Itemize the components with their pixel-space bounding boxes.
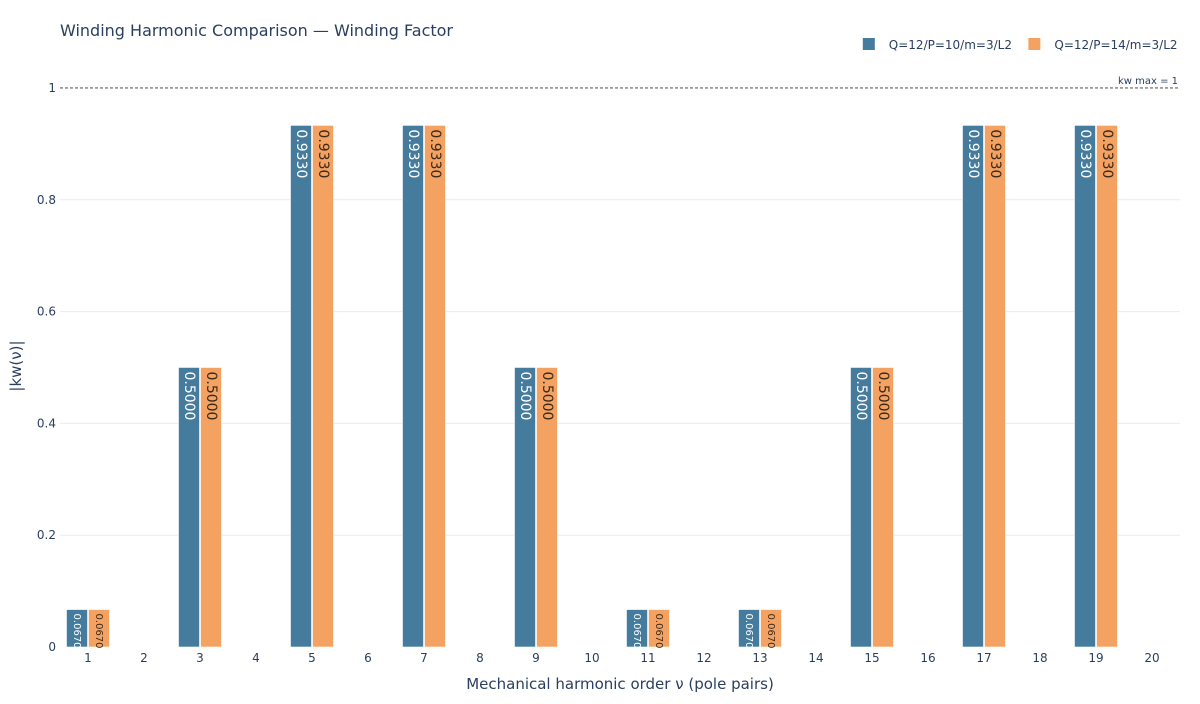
bar: [760, 609, 782, 648]
x-tick-label: 20: [1144, 651, 1159, 665]
bar: [962, 125, 984, 648]
bar-value-label: 0.0670: [653, 614, 664, 649]
y-tick-label: 0.2: [37, 528, 56, 542]
bar: [872, 367, 894, 648]
x-tick-label: 14: [808, 651, 823, 665]
reference-line-label: kw max = 1: [1118, 76, 1178, 87]
bar-value-label: 0.9330: [315, 129, 331, 178]
bar-value-label: 0.5000: [181, 371, 197, 420]
bar: [1096, 125, 1118, 648]
bar-value-label: 0.9330: [427, 129, 443, 178]
bar-value-label: 0.9330: [1077, 129, 1093, 178]
x-tick-label: 17: [976, 651, 991, 665]
x-tick-label: 2: [140, 651, 148, 665]
x-tick-label: 8: [476, 651, 484, 665]
x-tick-labels: 1 2 3 4 5 6 7 8 9 10 11 12 13 14 15 16 17 18 19 20: [84, 651, 1159, 665]
bar: [290, 125, 312, 648]
bar: [424, 125, 446, 648]
x-tick-label: 11: [640, 651, 655, 665]
grid-lines: [60, 199, 1180, 536]
x-tick-label: 5: [308, 651, 316, 665]
x-tick-label: 6: [364, 651, 372, 665]
x-tick-label: 1: [84, 651, 92, 665]
bar-value-label: 0.9330: [987, 129, 1003, 178]
bars: [66, 125, 1118, 648]
bar: [738, 609, 760, 648]
bar-value-label: 0.5000: [539, 371, 555, 420]
bar-value-label: 0.5000: [875, 371, 891, 420]
legend-label[interactable]: Q=12/P=14/m=3/L2: [1054, 38, 1177, 52]
x-tick-label: 19: [1088, 651, 1103, 665]
x-axis-label: Mechanical harmonic order ν (pole pairs): [466, 675, 774, 693]
bar: [626, 609, 648, 648]
bar: [514, 367, 536, 648]
chart-title: Winding Harmonic Comparison — Winding Fa…: [60, 21, 453, 40]
x-tick-label: 12: [696, 651, 711, 665]
bar: [312, 125, 334, 648]
bar-value-label: 0.5000: [517, 371, 533, 420]
legend-label[interactable]: Q=12/P=10/m=3/L2: [889, 38, 1012, 52]
bar: [648, 609, 670, 648]
bar: [984, 125, 1006, 648]
bar-value-label: 0.9330: [965, 129, 981, 178]
y-tick-label: 0.6: [37, 305, 56, 319]
bar: [402, 125, 424, 648]
x-tick-label: 16: [920, 651, 935, 665]
reference-line: kw max = 1: [60, 76, 1180, 89]
bar-value-label: 0.9330: [1099, 129, 1115, 178]
bar-value-label: 0.0670: [631, 614, 642, 649]
legend-swatch[interactable]: [862, 38, 875, 50]
y-tick-label: 0: [48, 640, 56, 654]
bar-value-label: 0.0670: [743, 614, 754, 649]
x-tick-label: 10: [584, 651, 599, 665]
bar-value-label: 0.5000: [203, 371, 219, 420]
bar: [178, 367, 200, 648]
bar: [66, 609, 88, 648]
y-tick-label: 0.4: [37, 416, 56, 430]
bar-value-label: 0.5000: [853, 371, 869, 420]
bar: [88, 609, 110, 648]
bar: [536, 367, 558, 648]
y-axis-label: |kw(ν)|: [7, 340, 25, 391]
bar: [200, 367, 222, 648]
x-tick-label: 7: [420, 651, 428, 665]
bar-labels: 0.0670 0.5000 0.9330 0.9330 0.5000 0.0670 0.06…: [71, 129, 1115, 648]
y-tick-label: 1: [48, 81, 56, 95]
legend[interactable]: Q=12/P=10/m=3/L2 Q=12/P=14/m=3/L2: [862, 38, 1178, 52]
bar: [1074, 125, 1096, 648]
bar-value-label: 0.0670: [93, 614, 104, 649]
legend-swatch[interactable]: [1028, 38, 1041, 50]
bar-value-label: 0.0670: [765, 614, 776, 649]
y-tick-label: 0.8: [37, 193, 56, 207]
y-tick-labels: 0 0.2 0.4 0.6 0.8 1: [37, 81, 56, 654]
bar-value-label: 0.9330: [405, 129, 421, 178]
x-tick-label: 9: [532, 651, 540, 665]
x-tick-label: 4: [252, 651, 260, 665]
bar: [850, 367, 872, 648]
bar-value-label: 0.0670: [71, 614, 82, 649]
bar-value-label: 0.9330: [293, 129, 309, 178]
x-tick-label: 3: [196, 651, 204, 665]
x-tick-label: 15: [864, 651, 879, 665]
x-tick-label: 18: [1032, 651, 1047, 665]
x-tick-label: 13: [752, 651, 767, 665]
